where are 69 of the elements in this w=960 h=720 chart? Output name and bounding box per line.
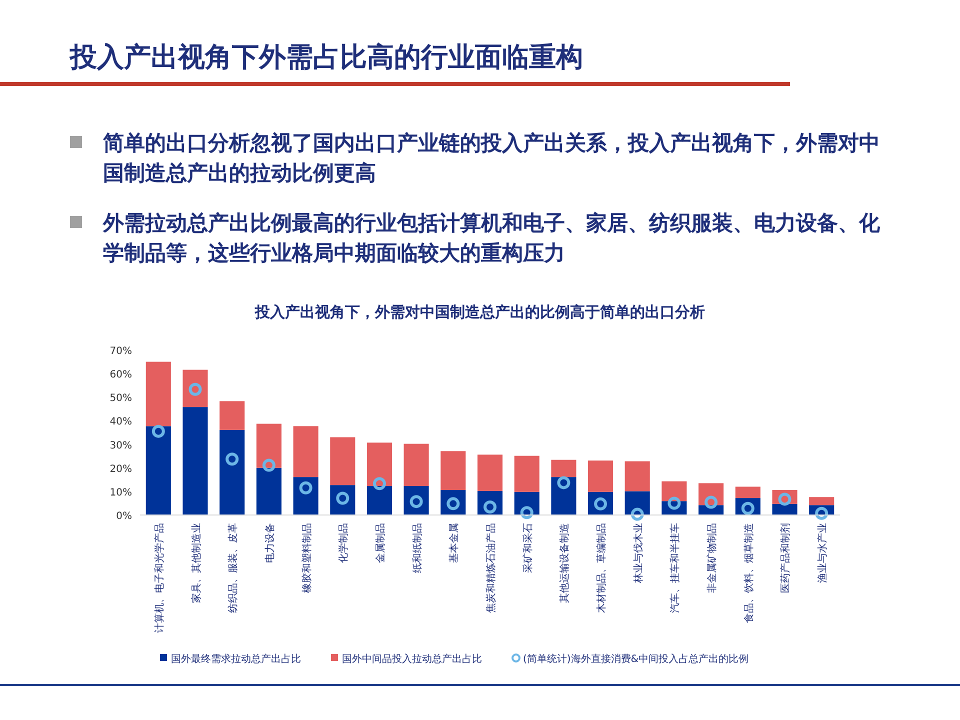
point [372, 477, 386, 490]
x-tick-label: 纺织品、服装、皮革 [227, 523, 240, 613]
legend-label: 国外最终需求拉动总产出占比 [171, 653, 301, 665]
x-tick-label: 基本金属 [448, 523, 460, 563]
chart-title: 投入产出视角下外需占比高的行业面临重构 [69, 42, 583, 73]
bar [551, 460, 576, 478]
x-tick-label: 纸和纸制品 [411, 523, 424, 573]
point [704, 496, 718, 509]
y-tick-label: 40% [110, 416, 132, 428]
legend-label: 国外中间品投入拉动总产出占比 [342, 653, 482, 665]
point [262, 458, 276, 472]
y-tick-label: 0% [116, 511, 132, 522]
x-tick-label: 焦炭和精炼石油产品 [485, 523, 497, 613]
bar [293, 477, 318, 515]
bar [588, 460, 614, 492]
x-tick-label: 木材制品、草编制品 [596, 523, 608, 613]
bar [220, 401, 245, 430]
bar [146, 426, 171, 515]
x-tick-label: 化学制品 [338, 523, 350, 563]
y-tick-label: 10% [110, 487, 132, 498]
bar [772, 504, 798, 515]
x-tick-label: 其他运输设备制造 [558, 523, 571, 603]
bar [182, 407, 208, 515]
bar [293, 426, 318, 478]
x-tick-label: 医药产品和制剂 [780, 523, 792, 593]
bar [662, 481, 687, 502]
bar [256, 424, 282, 468]
point [520, 506, 534, 520]
bar [256, 468, 282, 515]
bar [809, 497, 834, 506]
y-tick-label: 30% [110, 440, 132, 452]
x-tick-label: 橡胶和塑料制品 [300, 523, 313, 593]
bar [366, 442, 392, 486]
x-tick-label: 渔业与水产业 [816, 523, 829, 583]
y-tick-label: 60% [110, 370, 132, 381]
point [299, 481, 312, 494]
text: 简单的出口分析忽视了国内出口产业链的投入产出关系，投入产出视角下，外需对中国制造总产出的拉动比例更高 [102, 131, 880, 185]
x-tick-label: 计算机、电子和光学产品 [153, 523, 166, 633]
x-tick-label: 非金属矿物制品 [706, 523, 718, 593]
bar [440, 451, 466, 490]
point [557, 476, 570, 490]
y-tick-label: 20% [110, 464, 132, 475]
bar [735, 486, 760, 498]
point [152, 424, 165, 438]
point [630, 508, 644, 521]
bar [146, 362, 171, 426]
bar [477, 454, 503, 491]
x-tick-label: 林业与伐木业 [632, 523, 644, 584]
x-tick-label: 汽车、挂车和半挂车 [669, 523, 682, 613]
x-tick-label: 电力设备 [264, 523, 276, 563]
bar [220, 430, 245, 515]
bar [330, 437, 356, 486]
x-tick-label: 食品、饮料、烟草制造 [742, 523, 755, 623]
legend-label: (简单统计)海外直接消费&中间投入占总产出的比例 [523, 653, 749, 665]
text: 外需拉动总产出比例最高的行业包括计算机和电子、家居、纺织服装、电力设备、化学制品等，这些行业格局中期面临较大的重构压力 [102, 211, 881, 265]
chart-subtitle: 投入产出视角下，外需对中国制造总产出的比例高于简单的出口分析 [254, 303, 705, 321]
bar [514, 456, 540, 492]
point [815, 506, 828, 520]
bar [404, 444, 429, 486]
x-tick-label: 金属制品 [374, 523, 386, 563]
x-tick-label: 采矿和采石 [522, 523, 534, 573]
bar [624, 461, 650, 492]
point [668, 496, 681, 510]
y-tick-label: 70% [110, 346, 132, 357]
bar [366, 486, 392, 515]
bar [624, 491, 650, 515]
y-tick-label: 50% [110, 393, 132, 404]
x-tick-label: 家具、其他制造业 [190, 523, 202, 603]
point [226, 452, 239, 466]
